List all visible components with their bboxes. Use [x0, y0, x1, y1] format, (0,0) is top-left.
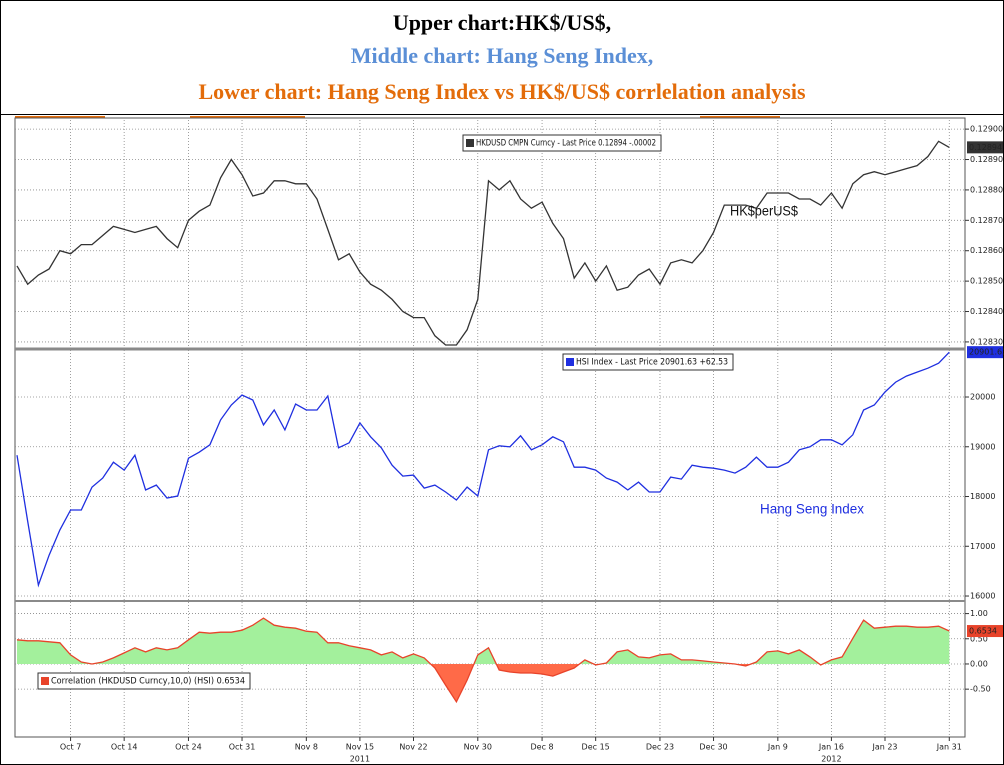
y-tick-label: 17000: [970, 542, 995, 551]
line: [16, 140, 950, 346]
title-line: Middle chart: Hang Seng Index,: [351, 43, 654, 68]
line: [16, 351, 950, 588]
x-tick-label: Dec 23: [646, 743, 674, 752]
legend-marker: [466, 139, 474, 147]
year-label: 2011: [350, 755, 370, 764]
title-line: Lower chart: Hang Seng Index vs HK$/US$ …: [198, 79, 805, 104]
legend-box: [37, 672, 251, 690]
last-value-box: [967, 625, 1003, 638]
x-tick-label: Nov 30: [464, 743, 492, 752]
y-tick-label: 0.12900: [970, 125, 1003, 134]
y-tick-label: 0.12850: [970, 277, 1003, 286]
legend-box: [562, 353, 734, 371]
area: [17, 618, 950, 702]
x-tick-label: Jan 23: [871, 743, 897, 752]
title-box: [0, 0, 1004, 115]
x-tick-label: Oct 14: [111, 743, 138, 752]
legend-marker: [566, 358, 574, 366]
last-value-label: 20901.63: [969, 348, 1004, 357]
last-value-box: [967, 346, 1003, 359]
y-tick-label: 16000: [970, 592, 995, 601]
legend-label: HKDUSD CMPN Curncy - Last Price 0.12894 …: [476, 139, 656, 149]
x-tick-label: Nov 8: [295, 743, 318, 752]
x-tick-label: Dec 15: [582, 743, 610, 752]
y-tick-label: 0.12840: [970, 307, 1003, 316]
y-tick-label: 20000: [970, 393, 995, 402]
last-value-label: 0.12894: [969, 143, 1002, 152]
last-value-label: 0.6534: [969, 627, 997, 636]
x-tick-label: Nov 15: [346, 743, 374, 752]
y-tick-label: 18000: [970, 492, 995, 501]
y-tick-label: 0.12890: [970, 155, 1003, 164]
x-tick-label: Jan 31: [936, 743, 962, 752]
y-tick-label: 0.12870: [970, 216, 1003, 225]
last-value-box: [967, 141, 1003, 154]
y-tick-label: 1.00: [970, 609, 988, 618]
annotation: Hang Seng Index: [760, 501, 864, 517]
y-tick-label: -0.50: [970, 685, 991, 694]
x-tick-label: Oct 31: [229, 743, 256, 752]
year-label: 2012: [821, 755, 841, 764]
legend-label: HSI Index - Last Price 20901.63 +62.53: [576, 358, 728, 368]
x-tick-label: Dec 30: [699, 743, 727, 752]
x-tick-label: Jan 16: [818, 743, 844, 752]
x-tick-label: Nov 22: [399, 743, 427, 752]
x-tick-label: Oct 24: [175, 743, 202, 752]
y-tick-label: 0.50: [970, 634, 988, 643]
x-tick-label: Dec 8: [531, 743, 554, 752]
x-tick-label: Jan 9: [767, 743, 788, 752]
plot-frame: [14, 117, 966, 738]
y-tick-label: 0.00: [970, 659, 988, 668]
y-tick-label: 0.12880: [970, 185, 1003, 194]
line: [16, 617, 950, 704]
y-tick-label: 0.12830: [970, 337, 1003, 346]
legend-label: Correlation (HKDUSD Curncy,10,0) (HSI) 0…: [51, 677, 245, 687]
y-tick-label: 0.12860: [970, 246, 1003, 255]
legend-box: [462, 134, 662, 152]
y-tick-label: 19000: [970, 442, 995, 451]
x-tick-label: Oct 7: [60, 743, 81, 752]
title-line: Upper chart:HK$/US$,: [393, 10, 611, 35]
legend-marker: [41, 677, 49, 685]
annotation: HK$perUS$: [730, 203, 798, 219]
